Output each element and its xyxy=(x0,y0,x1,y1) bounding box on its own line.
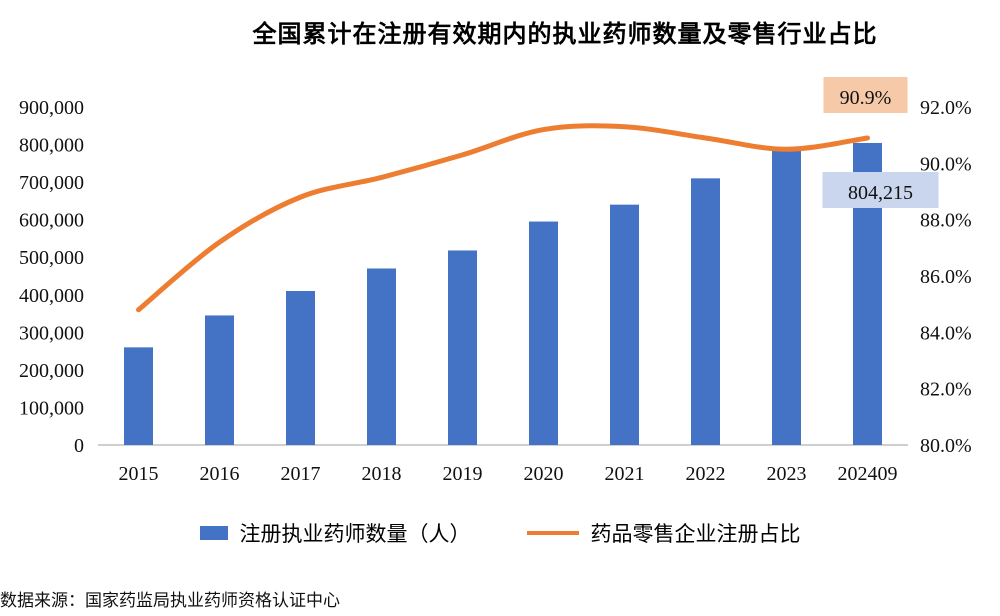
legend-label-bar: 注册执业药师数量（人） xyxy=(239,522,471,546)
bar-data-label: 804,215 xyxy=(848,182,913,204)
line-data-label: 90.9% xyxy=(840,87,892,109)
x-axis-tick-label: 2016 xyxy=(200,463,240,485)
x-axis-tick-label: 2020 xyxy=(524,463,564,485)
x-axis-tick-label: 2018 xyxy=(362,463,402,485)
legend-swatch-bar xyxy=(199,526,228,540)
right-axis-tick-label: 92.0% xyxy=(920,97,972,119)
chart-title: 全国累计在注册有效期内的执业药师数量及零售行业占比 xyxy=(252,20,878,48)
left-axis-tick-label: 700,000 xyxy=(19,172,84,194)
left-axis-tick-label: 200,000 xyxy=(19,360,84,382)
data-annotations: 90.9% 804,215 xyxy=(822,77,939,208)
left-axis-tick-label: 100,000 xyxy=(19,397,84,419)
left-axis-tick-label: 500,000 xyxy=(19,247,84,269)
bar-2021 xyxy=(610,204,639,445)
right-axis-tick-label: 84.0% xyxy=(920,322,972,344)
bar-2023 xyxy=(772,150,801,445)
line-series-path xyxy=(136,123,870,313)
left-axis-tick-label: 900,000 xyxy=(19,97,84,119)
left-axis-tick-label: 300,000 xyxy=(19,322,84,344)
x-axis-tick-label: 202409 xyxy=(838,463,898,485)
bar-2020 xyxy=(529,221,558,445)
legend-label-line: 药品零售企业注册占比 xyxy=(590,522,801,546)
left-axis-tick-label: 600,000 xyxy=(19,210,84,232)
bar-label-box xyxy=(822,172,939,208)
right-axis-tick-label: 82.0% xyxy=(920,379,972,401)
x-axis-tick-label: 2023 xyxy=(767,463,807,485)
legend-item-line: 药品零售企业注册占比 xyxy=(526,518,801,548)
right-axis-tick-label: 80.0% xyxy=(920,435,972,457)
left-axis-tick-label: 800,000 xyxy=(19,135,84,157)
left-axis-tick-label: 400,000 xyxy=(19,285,84,307)
bar-2017 xyxy=(286,291,315,445)
x-axis-tick-label: 2021 xyxy=(605,463,645,485)
right-axis-tick-label: 88.0% xyxy=(920,210,972,232)
source-note: 数据来源：国家药监局执业药师资格认证中心 xyxy=(0,591,340,611)
x-axis-tick-label: 2015 xyxy=(119,463,159,485)
x-axis-tick-label: 2019 xyxy=(443,463,483,485)
line-series xyxy=(136,123,870,313)
right-axis-tick-label: 86.0% xyxy=(920,266,972,288)
x-axis-tick-label: 2017 xyxy=(281,463,321,485)
left-axis-ticks: 0 100,000 200,000 300,000 400,000 500,000 600,… xyxy=(19,97,84,457)
bar-series xyxy=(124,142,882,445)
bar-2018 xyxy=(367,268,396,445)
right-axis-tick-label: 90.0% xyxy=(920,153,972,175)
legend-item-bar: 注册执业药师数量（人） xyxy=(199,518,471,548)
bar-2019 xyxy=(448,250,477,445)
left-axis-tick-label: 0 xyxy=(74,435,84,457)
bar-2015 xyxy=(124,347,153,445)
x-axis-ticks: 2015 2016 2017 2018 2019 2020 2021 2022 2023 2024… xyxy=(119,463,898,485)
legend-swatch-line xyxy=(526,531,579,535)
legend: 注册执业药师数量（人） 药品零售企业注册占比 xyxy=(0,518,1000,548)
bar-2022 xyxy=(691,178,720,445)
line-label-box xyxy=(823,77,908,113)
right-axis-ticks: 80.0% 82.0% 84.0% 86.0% 88.0% 90.0% 92.0% xyxy=(920,97,972,457)
x-axis-tick-label: 2022 xyxy=(686,463,726,485)
bar-2016 xyxy=(205,315,234,445)
